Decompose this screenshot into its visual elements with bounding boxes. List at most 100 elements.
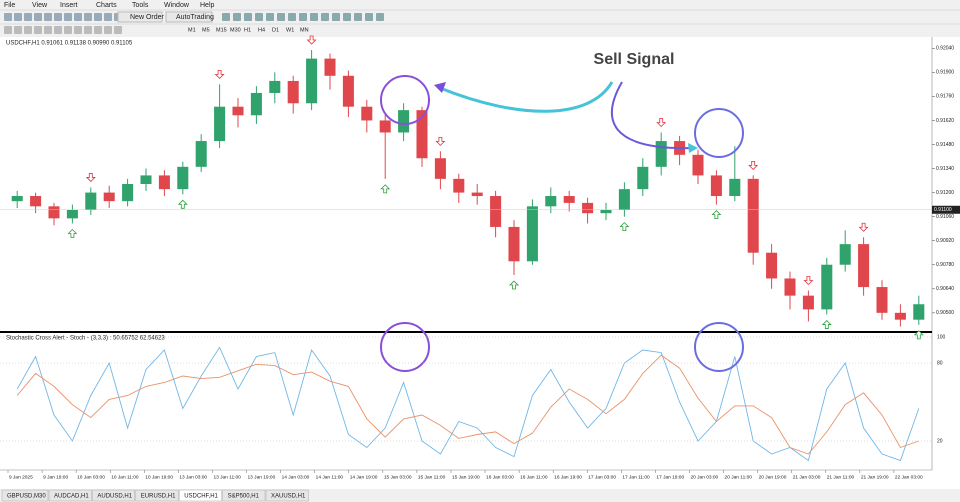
menu-item[interactable]: Charts	[96, 2, 117, 9]
sell-arrow	[656, 118, 667, 128]
tool-icon[interactable]	[255, 13, 263, 21]
timeframe-button[interactable]: MN	[300, 27, 309, 33]
y-tick-label: 0.90920	[936, 238, 954, 244]
timeframe-button[interactable]: H4	[258, 27, 265, 33]
tool-icon[interactable]	[84, 13, 92, 21]
tool-icon[interactable]	[4, 13, 12, 21]
chart-tab[interactable]	[222, 489, 266, 502]
sell-arrow	[85, 173, 96, 183]
tool-icon[interactable]	[24, 26, 32, 34]
buy-arrow	[380, 184, 391, 194]
buy-arrow	[509, 280, 519, 290]
tool-icon[interactable]	[54, 26, 62, 34]
tool-icon[interactable]	[266, 13, 274, 21]
chart-tab-label: GBPUSD,M30	[7, 494, 46, 500]
autotrading-button[interactable]	[165, 11, 213, 23]
candle-body	[766, 252, 778, 279]
timeframe-button[interactable]: D1	[272, 27, 279, 33]
tool-icon[interactable]	[34, 13, 42, 21]
chart-tab[interactable]	[178, 489, 222, 502]
tool-icon[interactable]	[4, 26, 12, 34]
candle-body	[839, 244, 851, 265]
tool-icon[interactable]	[332, 13, 340, 21]
chart-tab[interactable]	[48, 489, 92, 502]
menu-item[interactable]: Insert	[60, 2, 78, 9]
candle-body	[784, 278, 796, 296]
timeframe-button[interactable]: H1	[244, 27, 251, 33]
tool-icon[interactable]	[244, 13, 252, 21]
buy-arrow	[711, 210, 722, 220]
buy-arrow	[177, 199, 188, 209]
chart-tab-label: EURUSD,H1	[141, 494, 176, 500]
tool-icon[interactable]	[44, 26, 52, 34]
tool-icon[interactable]	[299, 13, 307, 21]
highlight-circle	[694, 322, 744, 372]
candle-body	[250, 92, 262, 116]
candle-body	[140, 175, 152, 184]
menu-item[interactable]: File	[4, 2, 15, 9]
tool-icon[interactable]	[74, 26, 82, 34]
tool-icon[interactable]	[84, 26, 92, 34]
timeframe-button[interactable]: M30	[230, 27, 241, 33]
tool-icon[interactable]	[74, 13, 82, 21]
new-order-button[interactable]	[117, 11, 163, 23]
tool-icon[interactable]	[354, 13, 362, 21]
current-price-label: 0.91100	[934, 207, 952, 213]
y-tick-label: 0.91760	[936, 94, 954, 100]
tool-icon[interactable]	[104, 13, 112, 21]
candle-body	[563, 196, 575, 203]
x-tick-label: 20 Jan 11:00	[725, 474, 753, 480]
tool-icon[interactable]	[321, 13, 329, 21]
tool-icon[interactable]	[14, 26, 22, 34]
chart-tab[interactable]	[92, 489, 136, 502]
tool-icon[interactable]	[94, 26, 102, 34]
timeframe-button[interactable]: M1	[188, 27, 196, 33]
candle-body	[30, 196, 42, 207]
timeframe-button[interactable]: M5	[202, 27, 210, 33]
candle-body	[48, 206, 60, 219]
timeframe-button[interactable]: M15	[216, 27, 227, 33]
tool-icon[interactable]	[14, 13, 22, 21]
tool-icon[interactable]	[104, 26, 112, 34]
menu-item[interactable]: Help	[200, 2, 215, 9]
timeframe-button[interactable]: W1	[286, 27, 294, 33]
menu-item[interactable]: Tools	[132, 2, 149, 9]
menu-item[interactable]: View	[32, 2, 48, 9]
tool-icon[interactable]	[24, 13, 32, 21]
candle-body	[269, 80, 281, 93]
x-tick-label: 20 Jan 03:00	[690, 474, 718, 480]
tool-icon[interactable]	[34, 26, 42, 34]
current-price-box	[932, 205, 960, 214]
y-tick-label: 0.91200	[936, 190, 954, 196]
x-tick-label: 13 Jan 03:00	[179, 474, 207, 480]
tool-icon[interactable]	[44, 13, 52, 21]
tool-icon[interactable]	[376, 13, 384, 21]
chart-tab-label: S&P500,H1	[228, 494, 260, 500]
tool-icon[interactable]	[114, 26, 122, 34]
tool-icon[interactable]	[54, 13, 62, 21]
tool-icon[interactable]	[64, 13, 72, 21]
new-order-label: New Order	[130, 14, 165, 21]
tool-icon[interactable]	[233, 13, 241, 21]
tool-icon[interactable]	[222, 13, 230, 21]
tool-icon[interactable]	[277, 13, 285, 21]
tool-icon[interactable]	[94, 13, 102, 21]
x-tick-label: 13 Jan 11:00	[213, 474, 241, 480]
menu-item[interactable]: Window	[164, 2, 190, 9]
signal-arrow	[610, 81, 693, 150]
chart-tab[interactable]	[135, 489, 179, 502]
candle-body	[379, 120, 391, 133]
chart-tab[interactable]	[265, 489, 309, 502]
stochastic-line	[16, 354, 919, 455]
tool-icon[interactable]	[288, 13, 296, 21]
tool-icon[interactable]	[64, 26, 72, 34]
tool-icon[interactable]	[343, 13, 351, 21]
tool-icon[interactable]	[310, 13, 318, 21]
candle-body	[85, 192, 97, 210]
candle-body	[471, 192, 483, 197]
candle-body	[913, 304, 925, 320]
tool-icon[interactable]	[365, 13, 373, 21]
candle-body	[416, 110, 428, 159]
chart-tab[interactable]	[1, 489, 49, 502]
